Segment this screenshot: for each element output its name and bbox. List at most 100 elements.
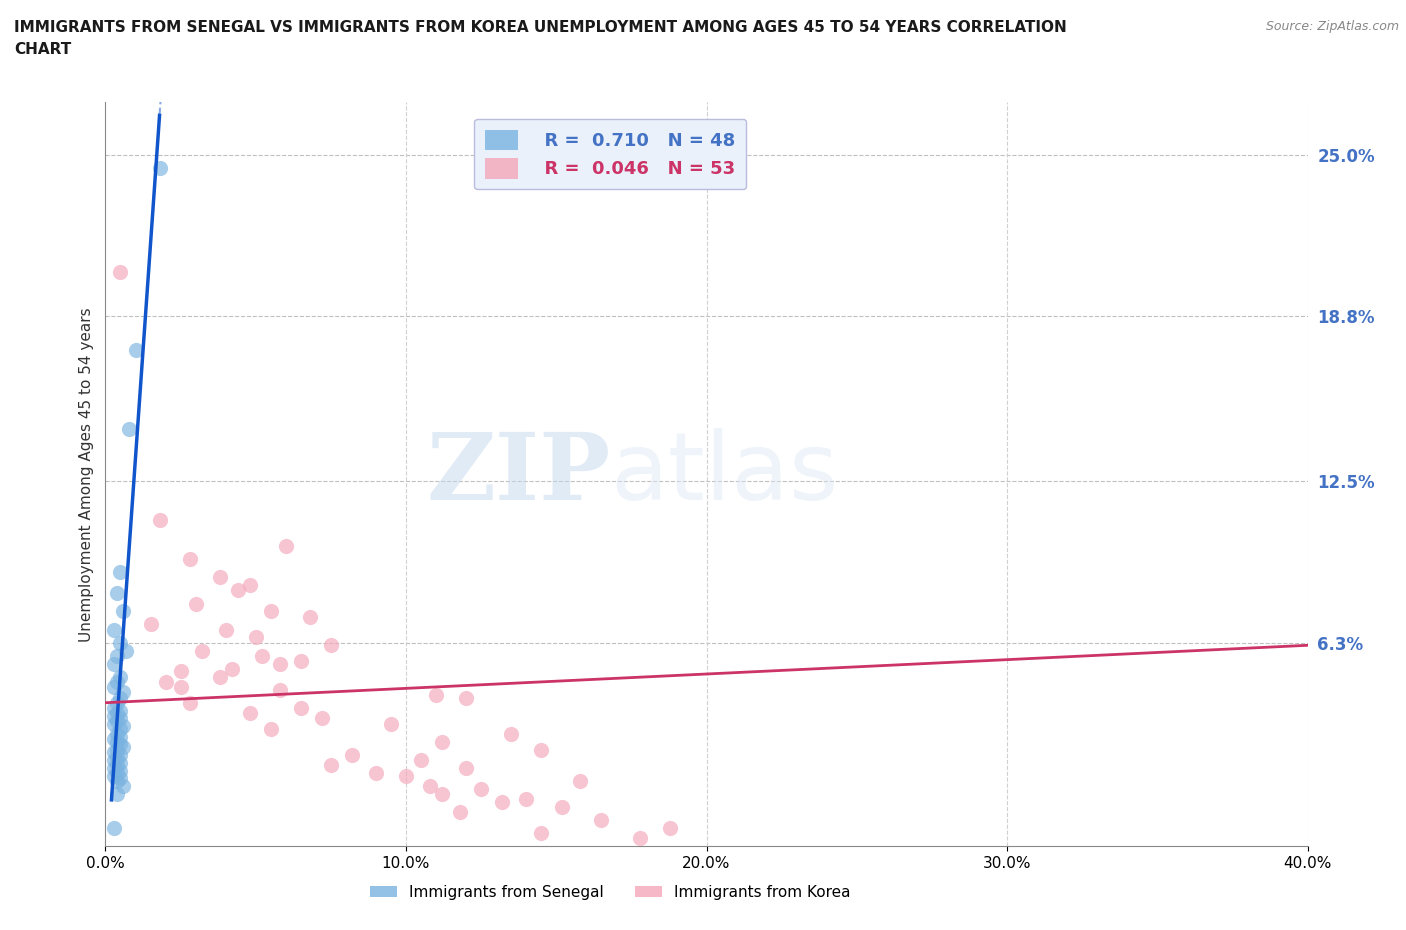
Point	[530, 826, 553, 841]
Point	[112, 739, 135, 754]
Point	[179, 696, 201, 711]
Point	[118, 421, 141, 436]
Point	[110, 737, 132, 752]
Text: ZIP: ZIP	[426, 430, 610, 519]
Point	[269, 683, 291, 698]
Point	[298, 609, 321, 624]
Text: atlas: atlas	[610, 429, 838, 520]
Point	[107, 765, 129, 780]
Y-axis label: Unemployment Among Ages 45 to 54 years: Unemployment Among Ages 45 to 54 years	[79, 307, 94, 642]
Point	[107, 787, 129, 802]
Point	[449, 805, 471, 820]
Point	[260, 722, 283, 737]
Point	[124, 343, 146, 358]
Point	[214, 622, 236, 637]
Point	[107, 696, 129, 711]
Point	[430, 735, 453, 750]
Point	[269, 657, 291, 671]
Point	[110, 748, 132, 763]
Point	[250, 648, 273, 663]
Point	[419, 778, 441, 793]
Point	[112, 604, 135, 618]
Point	[190, 643, 212, 658]
Point	[409, 752, 432, 767]
Point	[395, 768, 418, 783]
Text: IMMIGRANTS FROM SENEGAL VS IMMIGRANTS FROM KOREA UNEMPLOYMENT AMONG AGES 45 TO 5: IMMIGRANTS FROM SENEGAL VS IMMIGRANTS FR…	[14, 20, 1067, 35]
Point	[110, 703, 132, 718]
Text: CHART: CHART	[14, 42, 72, 57]
Point	[169, 680, 191, 695]
Point	[551, 800, 574, 815]
Point	[221, 661, 243, 676]
Point	[110, 722, 132, 737]
Point	[530, 742, 553, 757]
Point	[107, 648, 129, 663]
Point	[103, 820, 125, 835]
Point	[139, 617, 162, 631]
Point	[107, 735, 129, 750]
Point	[245, 630, 267, 644]
Point	[491, 794, 513, 809]
Point	[239, 578, 262, 592]
Point	[364, 765, 387, 780]
Point	[155, 674, 177, 689]
Point	[470, 781, 492, 796]
Point	[184, 596, 207, 611]
Text: Source: ZipAtlas.com: Source: ZipAtlas.com	[1265, 20, 1399, 33]
Point	[319, 638, 342, 653]
Point	[148, 512, 170, 527]
Point	[110, 764, 132, 778]
Point	[319, 758, 342, 773]
Point	[260, 604, 283, 618]
Point	[169, 664, 191, 679]
Point	[107, 726, 129, 741]
Point	[103, 657, 125, 671]
Point	[107, 742, 129, 757]
Point	[501, 726, 523, 741]
Point	[628, 831, 651, 846]
Point	[103, 622, 125, 637]
Point	[107, 774, 129, 789]
Point	[430, 787, 453, 802]
Point	[110, 690, 132, 705]
Point	[454, 690, 477, 705]
Point	[110, 635, 132, 650]
Point	[103, 716, 125, 731]
Point	[110, 755, 132, 770]
Point	[107, 674, 129, 689]
Point	[208, 670, 231, 684]
Point	[107, 713, 129, 728]
Point	[290, 700, 312, 715]
Point	[340, 748, 363, 763]
Point	[103, 732, 125, 747]
Point	[110, 729, 132, 744]
Point	[659, 820, 682, 835]
Point	[110, 771, 132, 786]
Point	[110, 670, 132, 684]
Point	[103, 752, 125, 767]
Point	[103, 680, 125, 695]
Point	[107, 758, 129, 773]
Point	[103, 709, 125, 724]
Point	[226, 583, 249, 598]
Point	[311, 711, 333, 725]
Point	[515, 791, 537, 806]
Point	[107, 706, 129, 721]
Point	[103, 761, 125, 776]
Point	[103, 745, 125, 760]
Point	[179, 551, 201, 566]
Point	[103, 700, 125, 715]
Point	[380, 716, 402, 731]
Point	[112, 719, 135, 734]
Point	[115, 643, 138, 658]
Point	[569, 774, 592, 789]
Point	[148, 160, 170, 175]
Point	[112, 778, 135, 793]
Point	[110, 565, 132, 579]
Legend: Immigrants from Senegal, Immigrants from Korea: Immigrants from Senegal, Immigrants from…	[364, 879, 858, 906]
Point	[110, 711, 132, 725]
Point	[107, 586, 129, 601]
Point	[425, 687, 447, 702]
Point	[290, 654, 312, 669]
Point	[103, 768, 125, 783]
